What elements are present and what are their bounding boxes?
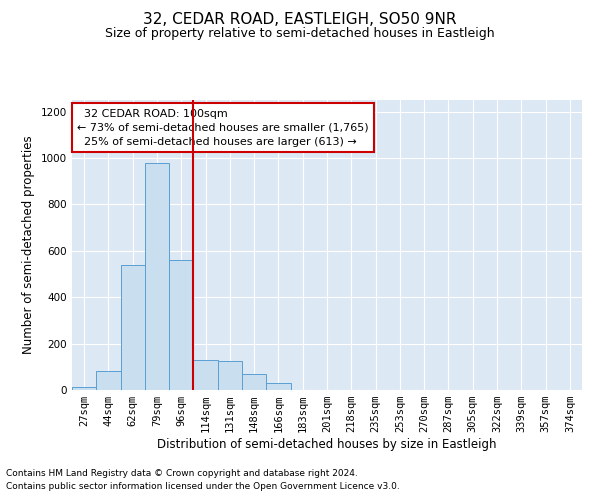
Text: 32 CEDAR ROAD: 100sqm
← 73% of semi-detached houses are smaller (1,765)
  25% of: 32 CEDAR ROAD: 100sqm ← 73% of semi-deta… <box>77 108 369 146</box>
Bar <box>72 386 96 390</box>
Bar <box>169 260 193 390</box>
Bar <box>193 360 218 390</box>
Bar <box>242 374 266 390</box>
Bar <box>145 162 169 390</box>
Y-axis label: Number of semi-detached properties: Number of semi-detached properties <box>22 136 35 354</box>
Bar <box>218 361 242 390</box>
Text: Contains public sector information licensed under the Open Government Licence v3: Contains public sector information licen… <box>6 482 400 491</box>
Text: Contains HM Land Registry data © Crown copyright and database right 2024.: Contains HM Land Registry data © Crown c… <box>6 468 358 477</box>
Text: Size of property relative to semi-detached houses in Eastleigh: Size of property relative to semi-detach… <box>105 28 495 40</box>
Bar <box>96 372 121 390</box>
Text: 32, CEDAR ROAD, EASTLEIGH, SO50 9NR: 32, CEDAR ROAD, EASTLEIGH, SO50 9NR <box>143 12 457 28</box>
Bar <box>266 383 290 390</box>
X-axis label: Distribution of semi-detached houses by size in Eastleigh: Distribution of semi-detached houses by … <box>157 438 497 451</box>
Bar <box>121 264 145 390</box>
